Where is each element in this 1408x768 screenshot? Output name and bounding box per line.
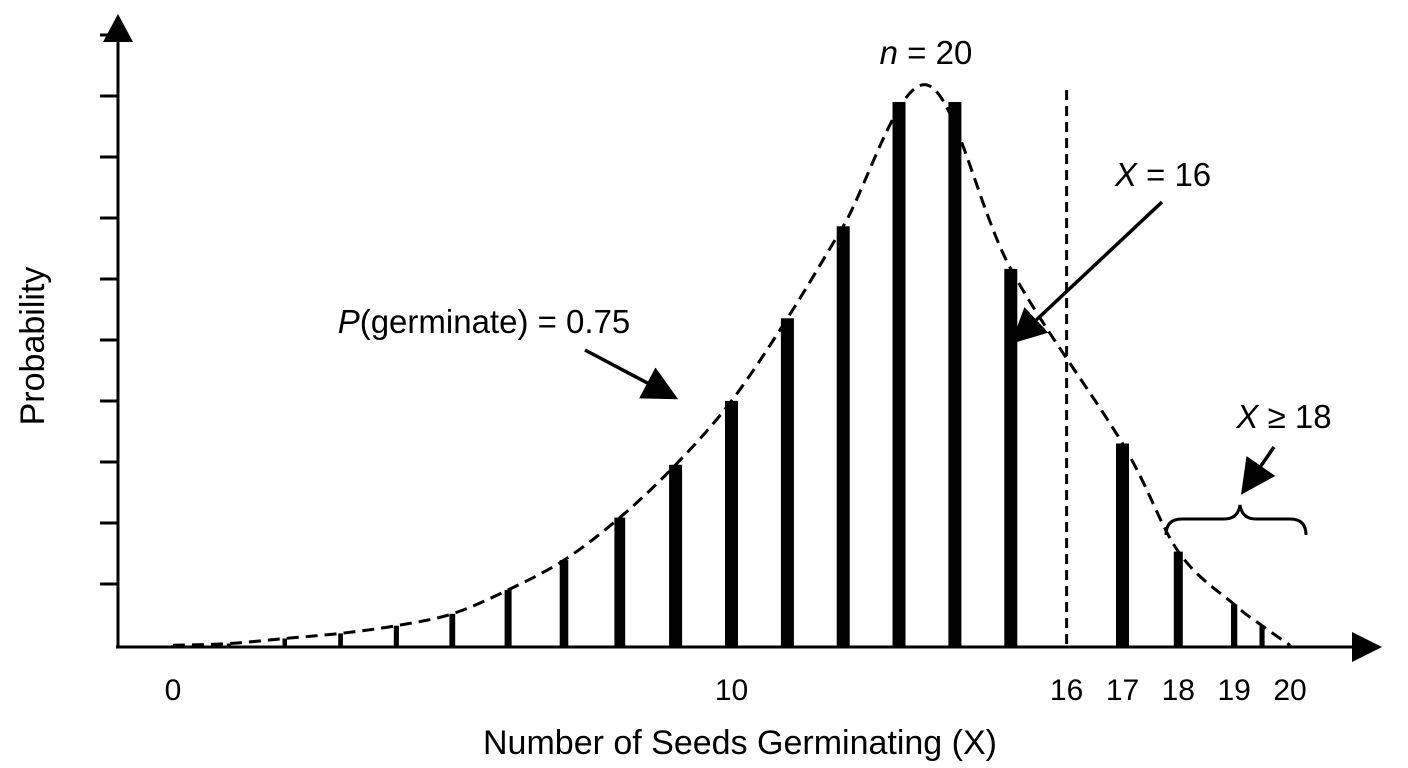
x-tick-label-0: 0	[165, 674, 182, 707]
x-tick-label-5: 19	[1218, 674, 1251, 707]
y-axis-title: Probability	[14, 267, 52, 426]
bars	[171, 102, 1293, 648]
bar-4	[393, 625, 399, 647]
y-axis-arrow	[103, 14, 133, 42]
bar-7	[559, 560, 569, 647]
bar-1	[226, 643, 231, 647]
arrow-x18	[1241, 446, 1276, 495]
bar-16	[1116, 443, 1129, 647]
bar-2	[282, 638, 287, 647]
annotation-x16: X = 16	[1114, 156, 1211, 193]
bar-5	[449, 613, 456, 647]
bar-13	[892, 102, 906, 647]
bar-6	[504, 589, 512, 647]
bar-3	[338, 633, 343, 647]
x-tick-label-3: 17	[1106, 674, 1139, 707]
bar-20	[1288, 645, 1293, 647]
x-tick-label-1: 10	[715, 674, 748, 707]
bar-15	[1004, 268, 1018, 647]
annotation-p-germinate: P(germinate) = 0.75	[338, 303, 631, 340]
x-axis-arrow	[1352, 632, 1382, 662]
bar-18	[1231, 604, 1238, 647]
bar-14	[948, 102, 962, 647]
bar-19	[1259, 625, 1265, 647]
bar-17	[1173, 551, 1183, 647]
x-tick-label-4: 18	[1162, 674, 1195, 707]
x-tick-label-2: 16	[1050, 674, 1083, 707]
bar-11	[780, 318, 794, 647]
x-axis-title: Number of Seeds Germinating (X)	[483, 724, 997, 762]
x-tick-label-6: 20	[1273, 674, 1306, 707]
bar-9	[669, 464, 683, 647]
x-tick-labels: 0 10 16 17 18 19 20	[165, 674, 1307, 707]
bar-12	[836, 226, 850, 648]
brace-x18	[1164, 504, 1308, 536]
annotation-x18: X ≥ 18	[1235, 398, 1331, 435]
arrow-p-germinate	[584, 348, 679, 400]
distribution-curve	[172, 83, 1291, 647]
bar-8	[614, 517, 626, 647]
annotation-n: n = 20	[880, 34, 973, 71]
bar-10	[725, 400, 738, 647]
y-ticks	[100, 33, 118, 586]
arrow-x16	[1010, 200, 1164, 344]
